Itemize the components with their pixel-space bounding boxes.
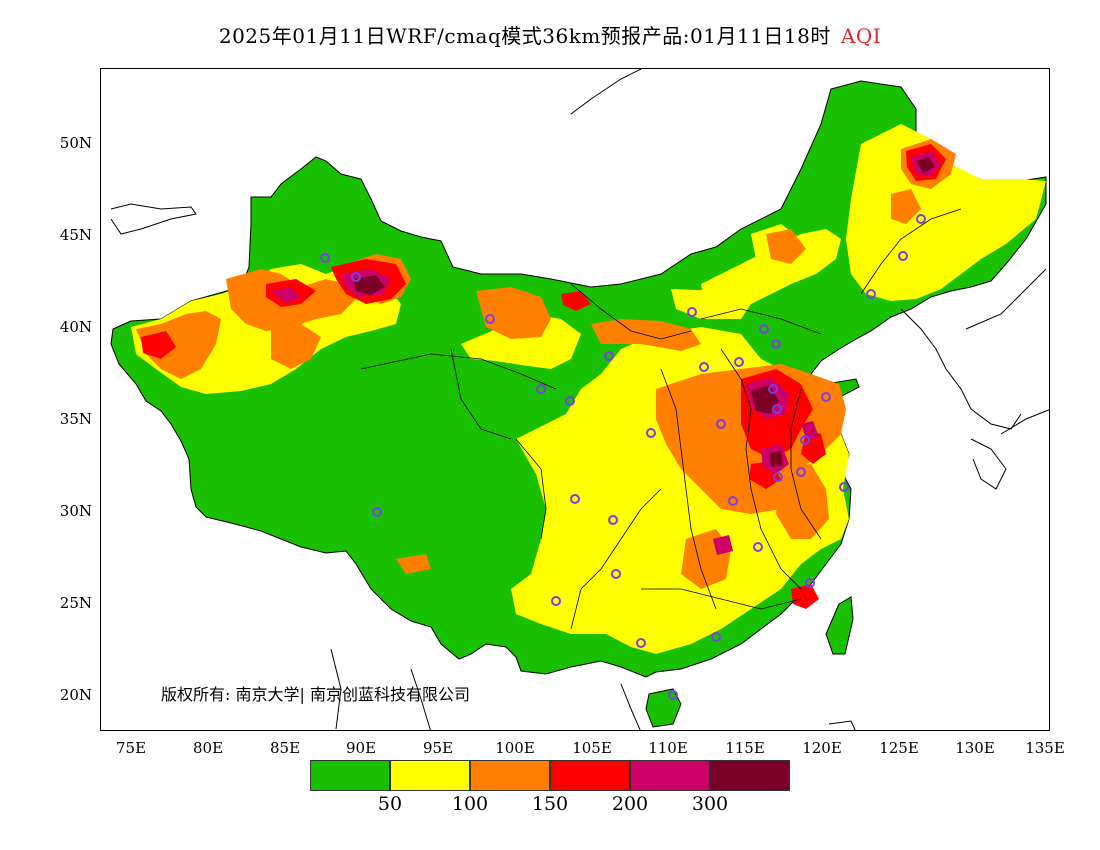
- legend-swatch-unhealthy: [550, 760, 630, 791]
- coastlines: [110, 69, 1049, 730]
- map-frame: [100, 68, 1050, 731]
- lon-label-130e: 130E: [955, 739, 995, 757]
- legend-swatch-moderate: [390, 760, 470, 791]
- variable-label: AQI: [840, 24, 882, 48]
- lat-label-30n: 30N: [59, 502, 92, 520]
- legend-label-150: 150: [531, 793, 569, 815]
- lat-label-25n: 25N: [59, 594, 92, 612]
- lat-label-45n: 45N: [59, 226, 92, 244]
- lon-label-95e: 95E: [422, 739, 454, 757]
- lon-label-85e: 85E: [269, 739, 301, 757]
- legend-swatch-usg: [470, 760, 550, 791]
- map-title: 2025年01月11日WRF/cmaq模式36km预报产品:01月11日18时 A…: [0, 20, 1100, 49]
- legend-swatch-very-unhealthy: [630, 760, 710, 791]
- lon-label-90e: 90E: [345, 739, 377, 757]
- legend-swatch-good: [310, 760, 390, 791]
- legend-label-200: 200: [611, 793, 649, 815]
- lon-label-115e: 115E: [725, 739, 765, 757]
- lon-label-100e: 100E: [495, 739, 535, 757]
- taiwan-island: [825, 596, 854, 655]
- lon-label-80e: 80E: [192, 739, 224, 757]
- title-text: 2025年01月11日WRF/cmaq模式36km预报产品:01月11日18时: [218, 24, 831, 48]
- lon-label-75e: 75E: [115, 739, 147, 757]
- legend-label-50: 50: [377, 793, 403, 815]
- legend-label-300: 300: [691, 793, 729, 815]
- lon-label-110e: 110E: [648, 739, 688, 757]
- lon-label-135e: 135E: [1025, 739, 1065, 757]
- lat-label-20n: 20N: [59, 686, 92, 704]
- legend-label-100: 100: [451, 793, 489, 815]
- station-markers: [320, 214, 926, 700]
- lon-label-125e: 125E: [879, 739, 919, 757]
- hainan-island: [645, 688, 682, 728]
- lat-label-50n: 50N: [59, 134, 92, 152]
- lon-label-105e: 105E: [572, 739, 612, 757]
- province-borders: [360, 208, 962, 630]
- lon-label-120e: 120E: [802, 739, 842, 757]
- lat-label-40n: 40N: [59, 318, 92, 336]
- copyright-text: 版权所有: 南京大学| 南京创蓝科技有限公司: [161, 685, 470, 704]
- aqi-map: [110, 69, 1049, 730]
- lat-label-35n: 35N: [59, 410, 92, 428]
- legend-swatch-hazardous: [710, 760, 790, 791]
